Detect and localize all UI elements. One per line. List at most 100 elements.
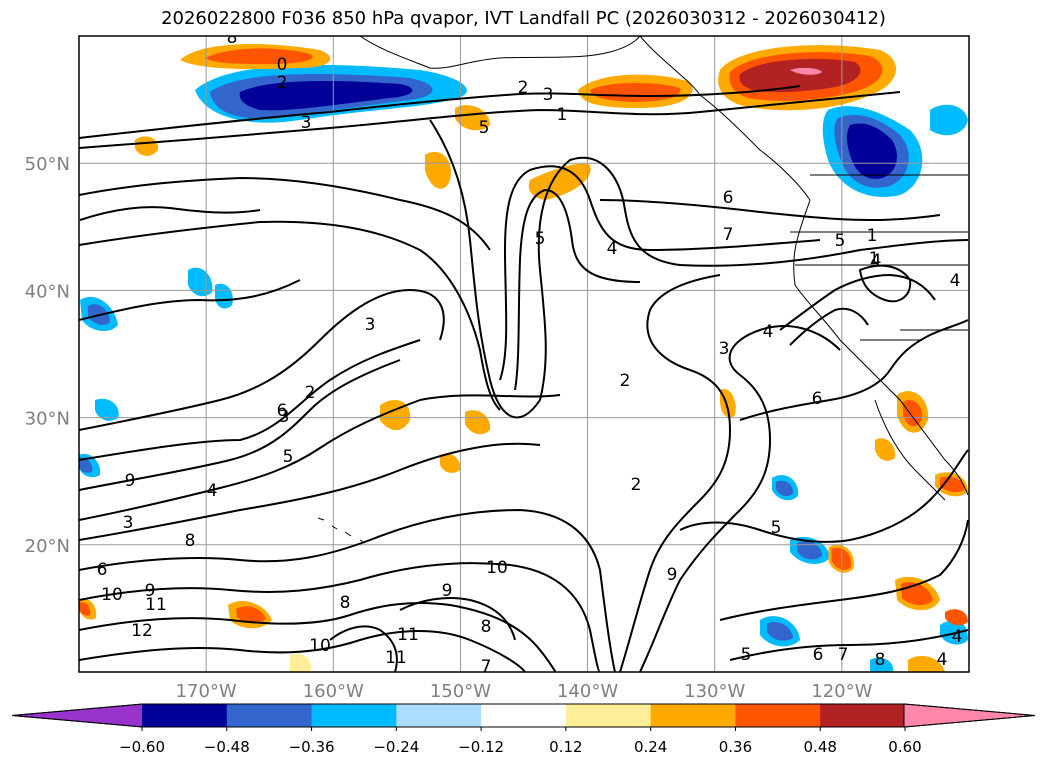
negative-anomaly-region [940,620,968,645]
contour-line [514,188,641,391]
contour-label: 7 [838,645,849,665]
contour-line [779,273,936,331]
contour-label: 6 [97,560,108,580]
negative-anomaly-region [776,480,794,497]
negative-anomaly-region [188,267,213,297]
negative-anomaly-region [767,621,793,641]
positive-anomaly-region [830,546,853,572]
colorbar-tick-labels: −0.60 −0.48 −0.36 −0.24 −0.12 0.12 0.24 0.36 0.4… [119,727,922,756]
contour-label: 3 [543,85,554,105]
positive-anomaly-region [590,83,681,102]
contour-label: 1 [867,226,878,246]
contour-line [399,597,516,641]
lon-label: 140°W [557,681,618,702]
contour-label: 8 [481,617,492,637]
contour-label: 6 [723,188,734,208]
contour-label: 5 [771,518,782,538]
colorbar-tick-label: 0.36 [719,738,752,756]
contour-line [79,562,601,672]
contour-line [79,279,301,321]
contour-line [79,602,557,672]
contour-label: 10 [101,585,123,605]
positive-anomaly-region [465,410,491,435]
contour-line [79,206,261,221]
contour-line [79,339,421,461]
contour-label: 6 [277,401,288,421]
contour-line [79,288,445,431]
contour-label: 2 [631,475,642,495]
lat-label: 50°N [25,154,70,175]
contour-label: 4 [207,481,218,501]
colorbar-tick-label: −0.24 [373,738,419,756]
contour-label: 7 [723,225,734,245]
contour-label: 8 [185,531,196,551]
positive-anomaly-region [903,400,923,427]
colorbar-swatch [311,704,397,727]
contour-label: 5 [283,447,294,467]
contour-line [789,307,869,346]
colorbar-swatch [142,704,228,727]
contour-label: 9 [442,581,453,601]
negative-anomaly-region [239,81,413,111]
colorbar-tick-label: −0.48 [204,738,250,756]
contour-label: 5 [741,645,752,665]
map-frame [78,35,970,673]
contour-line [79,394,561,521]
contour-line [79,442,541,541]
contour-label: 8 [340,593,351,613]
lat-label: 30°N [25,409,70,430]
negative-anomaly-region [847,123,897,179]
contour-label: 9 [145,581,156,601]
colorbar-tick-label: −0.36 [289,738,335,756]
contour-label: 4 [607,239,618,259]
contour-label: 6 [812,389,823,409]
plot-title: 2026022800 F036 850 hPa qvapor, IVT Land… [161,8,886,29]
contour-label: 11 [397,625,419,645]
contour-label: 5 [835,231,846,251]
contour-label: 1 [557,105,568,125]
lat-label: 20°N [25,536,70,557]
contour-label: 9 [125,471,136,491]
latitude-labels: 20°N 30°N 40°N 50°N [25,154,70,557]
contour-label: 3 [279,407,290,427]
contour-line [79,91,901,149]
colorbar-tick-label: 0.60 [888,738,921,756]
positive-anomaly-region [425,151,451,189]
positive-anomaly-region [875,438,896,461]
colorbar-tick-label: −0.12 [458,738,504,756]
colorbar-swatch [396,704,482,727]
colorbar-swatch [565,704,652,727]
colorbar-swatch [226,704,313,727]
alaska-coastline [359,36,641,69]
contour-label: 2 [277,73,288,93]
contour-label: 3 [365,315,376,335]
lon-label: 170°W [176,681,237,702]
contour-label: 1 [869,249,880,269]
contour-line [79,85,801,139]
contour-label: 2 [305,383,316,403]
contour-line [329,625,398,672]
colorbar-swatch [650,704,736,727]
contour-label: 3 [719,339,730,359]
colorbar-low-extension [11,703,144,728]
map-gridlines [79,36,969,672]
positive-anomaly-region [739,58,861,93]
contour-label: 4 [763,322,774,342]
contour-label: 8 [227,28,238,48]
contour-label: 4 [950,271,961,291]
contour-label: 10 [486,558,508,578]
contour-line [79,508,616,672]
positive-anomaly-region [828,544,854,573]
colorbar-swatch [735,704,821,727]
lat-label: 40°N [25,281,70,302]
contour-label: 12 [131,621,153,641]
hawaii-islands [317,517,366,544]
contour-line [79,220,501,411]
negative-anomaly-region [797,541,822,560]
contour-line [499,165,821,381]
contour-label: 5 [479,118,490,138]
positive-anomaly-region [79,602,91,616]
lon-label: 120°W [811,681,872,702]
contour-label: 7 [481,657,492,677]
